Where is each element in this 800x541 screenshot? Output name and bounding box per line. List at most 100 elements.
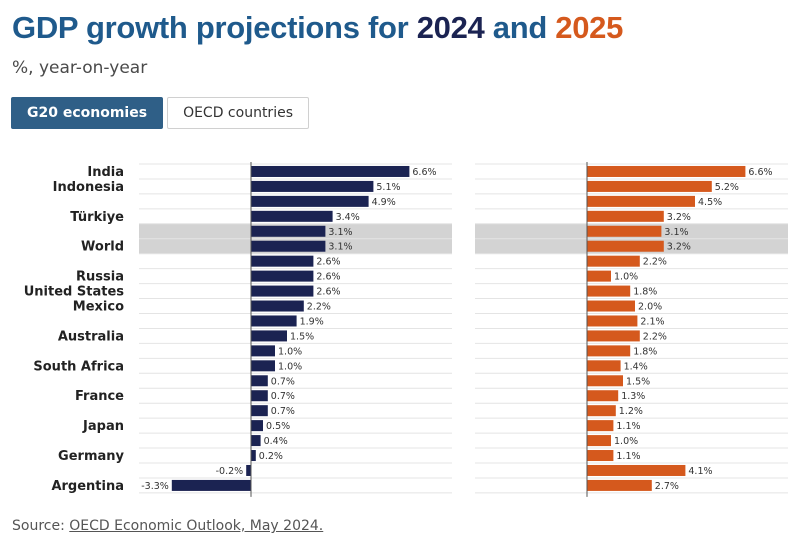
row-label-mexico: Mexico — [73, 300, 124, 315]
bar-2025 — [587, 180, 712, 192]
row-label-russia: Russia — [76, 270, 124, 285]
bar-2024 — [251, 390, 268, 402]
row-label-indonesia: Indonesia — [53, 180, 124, 195]
value-label-2024: 1.0% — [278, 361, 302, 372]
bar-2024 — [251, 330, 287, 342]
value-label-2025: 1.1% — [616, 421, 640, 432]
bar-2024 — [251, 360, 275, 372]
value-label-2024: 0.7% — [271, 391, 295, 402]
bar-2025 — [587, 479, 652, 491]
bar-2024 — [251, 165, 410, 177]
bar-2024 — [246, 464, 251, 476]
bar-2024 — [251, 210, 333, 222]
bar-2024 — [251, 300, 304, 312]
value-label-2024: 0.7% — [271, 376, 295, 387]
tab-oecd-countries[interactable]: OECD countries — [167, 97, 309, 129]
value-label-2025: 5.2% — [715, 182, 739, 193]
row-label-south-africa: South Africa — [33, 359, 124, 374]
bar-2025 — [587, 195, 695, 207]
bar-2025 — [587, 450, 614, 462]
value-label-2025: 6.6% — [748, 167, 772, 178]
value-label-2025: 2.2% — [643, 257, 667, 268]
value-label-2024: 4.9% — [372, 197, 396, 208]
row-label-türkiye: Türkiye — [70, 210, 124, 225]
bar-2025 — [587, 240, 664, 252]
tab-bar: G20 economies OECD countries — [11, 97, 313, 129]
title-connector: and — [484, 10, 556, 45]
value-label-2025: 1.4% — [624, 361, 648, 372]
row-label-japan: Japan — [82, 419, 124, 434]
source-link[interactable]: OECD Economic Outlook, May 2024. — [69, 518, 324, 534]
value-label-2025: 1.1% — [616, 451, 640, 462]
bar-2024 — [251, 195, 369, 207]
value-label-2025: 4.1% — [688, 466, 712, 477]
source-prefix: Source: — [12, 518, 70, 534]
value-label-2024: 0.7% — [271, 406, 295, 417]
source-note: Source: OECD Economic Outlook, May 2024. — [12, 518, 323, 534]
value-label-2024: 1.9% — [300, 316, 324, 327]
row-label-united-states: United States — [24, 285, 125, 300]
value-label-2025: 1.5% — [626, 376, 650, 387]
value-label-2025: 1.8% — [633, 346, 657, 357]
row-label-france: France — [75, 389, 124, 404]
bar-2025 — [587, 390, 619, 402]
bar-2024 — [251, 285, 314, 297]
value-label-2024: 2.6% — [316, 272, 340, 283]
value-label-2025: 1.3% — [621, 391, 645, 402]
bar-2025 — [587, 345, 631, 357]
value-label-2024: 6.6% — [412, 167, 436, 178]
value-label-2025: 1.0% — [614, 272, 638, 283]
value-label-2025: 3.2% — [667, 242, 691, 253]
value-label-2024: 3.1% — [328, 242, 352, 253]
bar-2025 — [587, 375, 623, 387]
bar-2025 — [587, 330, 640, 342]
row-label-india: India — [87, 165, 124, 180]
title-year-2024: 2024 — [416, 10, 485, 45]
bar-2025 — [587, 360, 621, 372]
row-label-world: World — [81, 240, 124, 255]
bar-2024 — [251, 315, 297, 327]
bar-2024 — [171, 479, 251, 491]
bar-2024 — [251, 345, 275, 357]
value-label-2025: 2.7% — [655, 481, 679, 492]
bar-2024 — [251, 450, 256, 462]
bar-2025 — [587, 300, 635, 312]
bar-2025 — [587, 255, 640, 267]
chart-subtitle: %, year-on-year — [12, 58, 148, 78]
value-label-2024: 3.4% — [336, 212, 360, 223]
value-label-2024: 2.2% — [307, 302, 331, 313]
value-label-2025: 1.0% — [614, 436, 638, 447]
value-label-2025: 2.0% — [638, 302, 662, 313]
bar-2024 — [251, 270, 314, 282]
row-label-argentina: Argentina — [51, 479, 124, 494]
bar-2025 — [587, 210, 664, 222]
bar-2025 — [587, 165, 746, 177]
bar-2025 — [587, 420, 614, 432]
bar-2024 — [251, 225, 326, 237]
value-label-2025: 4.5% — [698, 197, 722, 208]
value-label-2024: -0.2% — [216, 466, 244, 477]
value-label-2025: 1.2% — [619, 406, 643, 417]
title-prefix: GDP growth projections for — [12, 10, 417, 45]
bar-2025 — [587, 405, 616, 417]
bar-2024 — [251, 255, 314, 267]
bar-2025 — [587, 464, 686, 476]
title-year-2025: 2025 — [555, 10, 624, 45]
row-label-germany: Germany — [58, 449, 124, 464]
row-label-australia: Australia — [58, 329, 124, 344]
bar-2024 — [251, 435, 261, 447]
value-label-2024: 0.2% — [259, 451, 283, 462]
value-label-2024: 0.5% — [266, 421, 290, 432]
chart-title: GDP growth projections for 2024 and 2025 — [12, 10, 623, 46]
bar-2024 — [251, 405, 268, 417]
value-label-2025: 2.1% — [640, 316, 664, 327]
value-label-2025: 3.2% — [667, 212, 691, 223]
value-label-2024: 2.6% — [316, 257, 340, 268]
value-label-2024: 1.5% — [290, 331, 314, 342]
bar-2025 — [587, 315, 638, 327]
bar-2024 — [251, 240, 326, 252]
bar-2024 — [251, 375, 268, 387]
bar-2025 — [587, 225, 662, 237]
tab-g20-economies[interactable]: G20 economies — [11, 97, 164, 129]
